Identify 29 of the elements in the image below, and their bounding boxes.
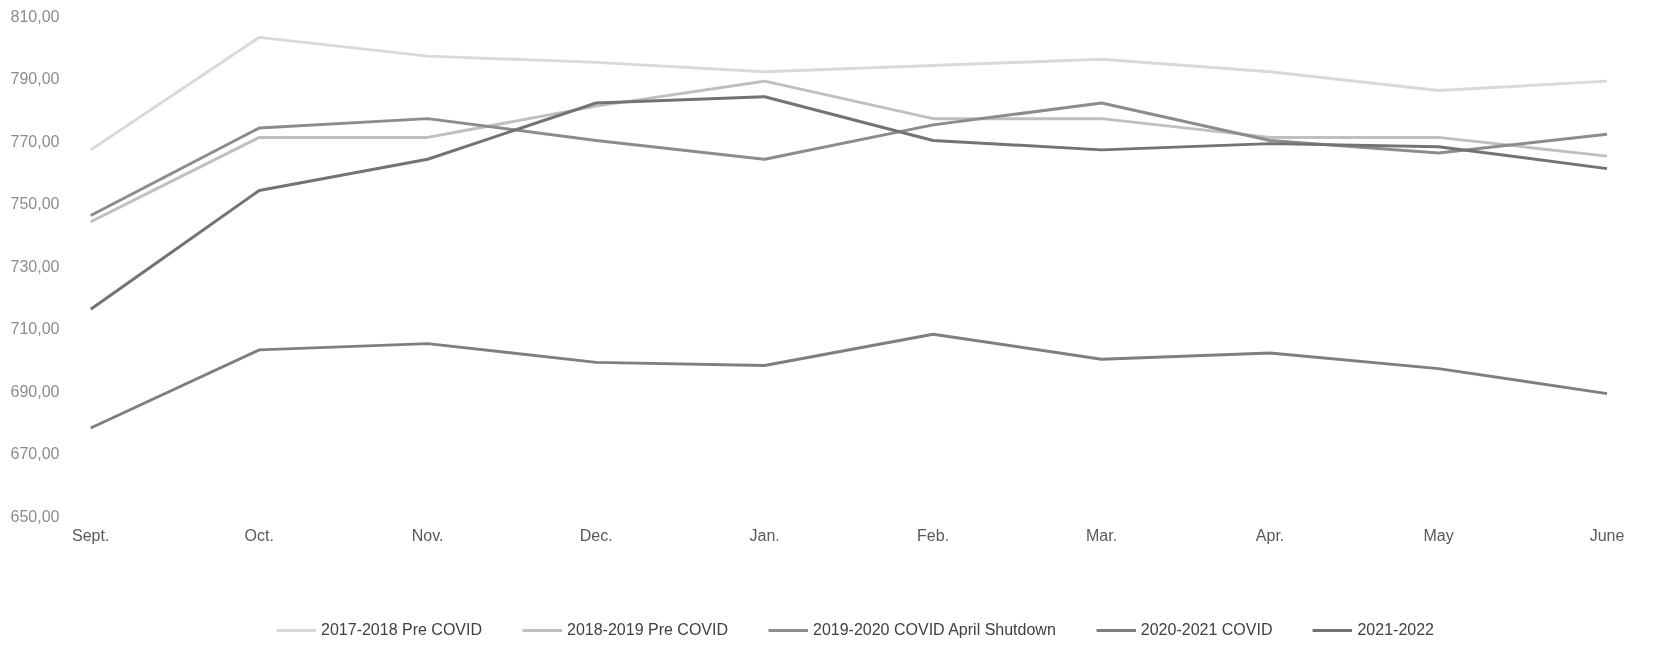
y-tick-label: 750,00 bbox=[10, 195, 60, 212]
x-tick-label: May bbox=[1423, 526, 1454, 544]
legend-label: 2017-2018 Pre COVID bbox=[321, 621, 483, 639]
x-tick-label: Feb. bbox=[917, 526, 950, 544]
y-tick-label: 790,00 bbox=[10, 70, 60, 87]
y-tick-label: 770,00 bbox=[10, 132, 60, 150]
line-series bbox=[89, 101, 1609, 217]
legend-label: 2018-2019 Pre COVID bbox=[567, 621, 728, 639]
y-tick-label: 710,00 bbox=[10, 320, 60, 337]
legend-label: 2020-2021 COVID bbox=[1140, 621, 1273, 639]
line-series bbox=[89, 95, 1609, 311]
y-tick-label: 730,00 bbox=[10, 257, 60, 275]
x-tick-label: Sept. bbox=[72, 526, 110, 544]
x-tick-label: June bbox=[1589, 526, 1625, 544]
legend-label: 2019-2020 COVID April Shutdown bbox=[813, 621, 1056, 639]
y-tick-label: 670,00 bbox=[10, 445, 60, 462]
y-tick-label: 690,00 bbox=[10, 382, 60, 400]
legend-label: 2021-2022 bbox=[1357, 621, 1434, 639]
line-series bbox=[89, 332, 1609, 430]
x-tick-label: Mar. bbox=[1086, 526, 1118, 544]
y-tick-label: 650,00 bbox=[10, 507, 60, 525]
line-series bbox=[89, 35, 1609, 152]
x-tick-label: Dec. bbox=[579, 526, 613, 544]
x-tick-label: Nov. bbox=[411, 526, 444, 544]
x-tick-label: Apr. bbox=[1255, 526, 1285, 544]
line-series bbox=[89, 79, 1609, 224]
y-tick-label: 810,00 bbox=[10, 7, 60, 25]
x-tick-label: Jan. bbox=[749, 526, 780, 544]
x-tick-label: Oct. bbox=[244, 526, 274, 544]
